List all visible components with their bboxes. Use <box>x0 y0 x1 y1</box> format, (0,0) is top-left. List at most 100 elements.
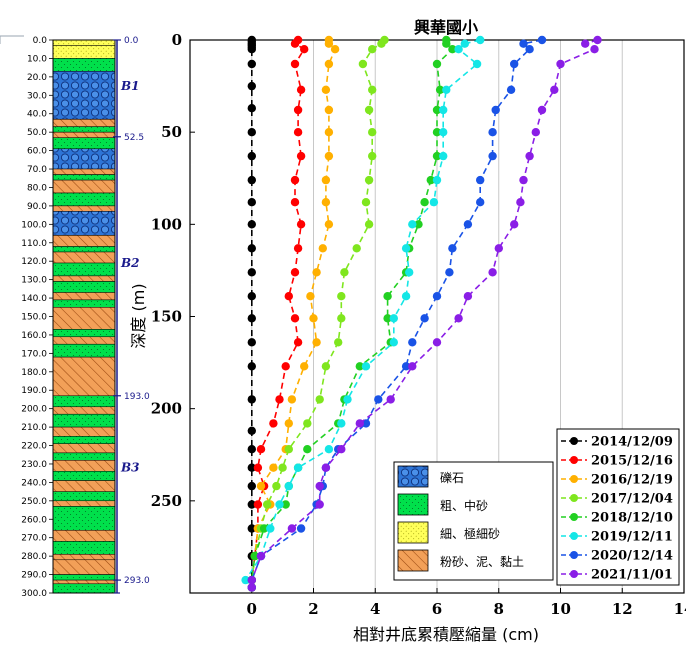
data-point <box>442 39 451 48</box>
borehole-layer-coarse_sand <box>52 137 116 150</box>
data-point <box>460 39 469 48</box>
borehole-layer-silt_clay <box>52 235 116 247</box>
depth-label: 20.0 <box>27 73 47 83</box>
data-point <box>439 128 448 137</box>
data-point <box>454 314 463 323</box>
borehole-layer-coarse_sand <box>52 262 116 277</box>
data-point <box>247 362 256 371</box>
data-point <box>408 362 417 371</box>
x-tick-label: 8 <box>494 600 504 618</box>
data-point <box>506 85 516 95</box>
depth-label: 230.0 <box>21 460 47 470</box>
depth-label: 270.0 <box>21 534 47 544</box>
borehole-layer-coarse_sand <box>52 174 116 181</box>
legend-label: 2015/12/16 <box>591 454 673 469</box>
borehole-layer-coarse_sand <box>52 126 116 133</box>
unit-label-B1: B1 <box>120 79 140 93</box>
data-point <box>581 39 590 48</box>
data-point <box>247 244 256 253</box>
data-point <box>401 244 411 253</box>
borehole-layer-silt_clay <box>52 179 116 194</box>
depth-label: 210.0 <box>21 423 47 433</box>
data-point <box>247 59 256 69</box>
unit-boundary-label: 0.0 <box>124 36 139 46</box>
chart-title: 興華國小 <box>414 18 478 37</box>
borehole-layer-silt_clay <box>52 406 116 415</box>
data-point <box>355 362 364 371</box>
data-point <box>358 59 368 69</box>
data-point <box>321 463 331 472</box>
data-point <box>426 175 435 185</box>
data-point <box>368 45 377 54</box>
series-line <box>251 39 306 588</box>
depth-label: 220.0 <box>21 442 47 452</box>
legend-label: 2017/12/04 <box>591 492 673 507</box>
data-point <box>368 151 377 161</box>
borehole-layer-gravel <box>52 71 116 120</box>
data-point <box>269 419 278 428</box>
data-point <box>550 85 559 95</box>
data-point <box>247 481 256 491</box>
data-point <box>321 362 331 371</box>
depth-label: 280.0 <box>21 552 47 562</box>
data-point <box>368 85 377 95</box>
data-point <box>448 45 457 54</box>
depth-label: 110.0 <box>21 239 47 249</box>
data-point <box>315 395 324 404</box>
legend-label: 2019/12/11 <box>591 530 673 545</box>
data-point <box>284 481 293 491</box>
soil-label-coarse-sand: 粗、中砂 <box>440 498 488 513</box>
y-tick-label: 50 <box>161 123 182 141</box>
data-point <box>318 244 327 253</box>
legend-label: 2018/12/10 <box>591 511 673 526</box>
data-point <box>247 583 256 592</box>
data-point <box>340 268 349 277</box>
data-point <box>337 314 346 323</box>
borehole-layer-coarse_sand <box>52 299 116 308</box>
data-point <box>420 198 429 207</box>
data-point <box>389 314 398 323</box>
soil-label-fine-sand: 細、極細砂 <box>440 526 500 541</box>
data-point <box>275 500 284 509</box>
data-point <box>432 175 442 185</box>
borehole-layer-coarse_sand <box>52 436 116 444</box>
borehole-layer-coarse_sand <box>52 281 116 293</box>
y-tick-label: 250 <box>151 492 182 510</box>
data-point <box>253 463 263 472</box>
series-line <box>251 39 598 588</box>
data-point <box>463 220 473 229</box>
data-point <box>361 362 371 371</box>
legend-marker <box>570 513 578 521</box>
data-point <box>442 85 451 95</box>
data-point <box>337 292 346 301</box>
series-legend-frame <box>556 428 680 586</box>
data-point <box>420 314 429 323</box>
data-point <box>290 268 300 277</box>
y-tick-label: 100 <box>151 215 182 233</box>
depth-label: 160.0 <box>21 331 47 341</box>
data-point <box>290 198 300 207</box>
data-point <box>590 45 599 54</box>
data-point <box>355 419 364 428</box>
data-point <box>537 105 547 115</box>
series-2014/12/09 <box>247 35 256 592</box>
depth-label: 100.0 <box>21 220 47 230</box>
data-point <box>361 198 371 207</box>
depth-label: 300.0 <box>21 589 47 599</box>
data-point <box>531 128 540 137</box>
data-point <box>510 220 519 229</box>
borehole-layer-coarse_sand <box>52 246 116 253</box>
data-point <box>293 244 303 253</box>
data-point <box>488 151 497 161</box>
data-point <box>386 395 395 404</box>
legend-marker <box>570 456 578 464</box>
data-point <box>494 244 503 253</box>
series-2021/11/01 <box>247 35 602 592</box>
data-point <box>343 395 352 404</box>
data-point <box>324 105 334 115</box>
data-point <box>488 268 497 277</box>
unit-boundary-label: 293.0 <box>124 576 150 586</box>
data-point <box>253 500 263 509</box>
data-point <box>525 45 534 54</box>
